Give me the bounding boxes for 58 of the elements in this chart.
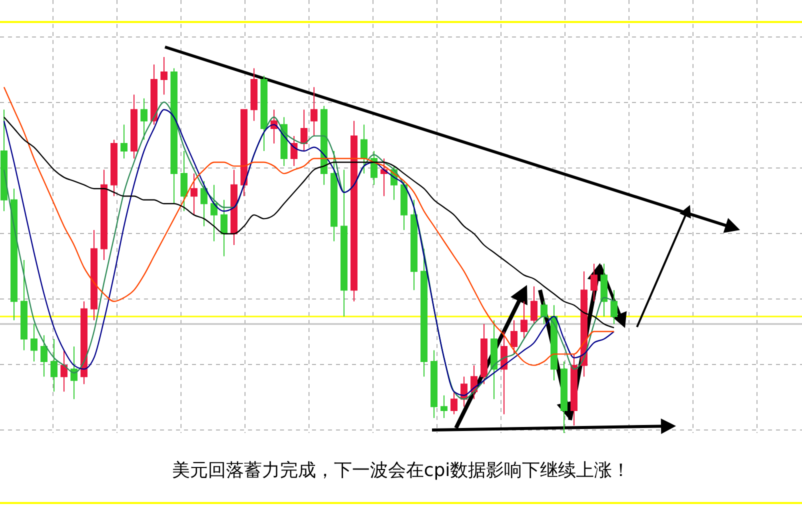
candlestick xyxy=(150,64,158,126)
candlestick xyxy=(340,169,348,317)
candlestick xyxy=(30,323,38,362)
candlestick xyxy=(430,350,438,418)
candlestick xyxy=(580,270,588,378)
candlestick xyxy=(310,86,318,136)
candlestick xyxy=(420,248,428,378)
candlestick xyxy=(230,169,238,246)
candlestick xyxy=(190,173,198,216)
candlestick xyxy=(210,184,218,242)
candlestick xyxy=(60,350,68,392)
candlestick xyxy=(290,135,298,167)
candlestick xyxy=(250,68,258,122)
candlestick xyxy=(140,98,148,140)
candlestick xyxy=(80,300,88,385)
candlestick xyxy=(200,180,208,227)
candlestick xyxy=(380,158,388,197)
candlestick xyxy=(180,150,188,212)
candlestick xyxy=(300,109,308,152)
candlestick xyxy=(70,346,78,400)
candlestick xyxy=(400,180,408,230)
candlestick xyxy=(590,263,598,302)
candlestick xyxy=(240,109,248,197)
candlestick xyxy=(560,361,568,434)
candlestick xyxy=(40,334,48,378)
candlestick xyxy=(490,320,498,400)
candlestick xyxy=(370,150,378,186)
candlestick xyxy=(440,394,448,418)
candlestick xyxy=(130,94,138,160)
candlestick xyxy=(330,150,338,242)
candlestick xyxy=(450,391,458,415)
candlestick xyxy=(610,290,618,324)
candlestick xyxy=(320,105,328,186)
candlestick xyxy=(90,229,98,321)
candlestick xyxy=(0,109,8,212)
candlestick xyxy=(360,124,368,174)
candlestick xyxy=(510,320,518,355)
candlestick xyxy=(20,260,28,351)
candlestick xyxy=(570,354,578,426)
candlestick xyxy=(520,300,528,340)
candlestick xyxy=(550,304,558,381)
candlestick xyxy=(410,199,418,291)
candlestick xyxy=(500,330,508,415)
candlestick xyxy=(260,75,268,152)
candlestick xyxy=(100,169,108,261)
candlestick xyxy=(530,286,538,324)
candlestick xyxy=(220,199,228,257)
candlestick xyxy=(350,120,358,302)
candlestick xyxy=(120,124,128,160)
candlestick xyxy=(10,188,18,321)
candlestick xyxy=(170,68,178,204)
candlestick xyxy=(600,263,608,317)
text: 美元回落蓄力完成，下一波会在cpi数据影响下继续上涨！ xyxy=(172,460,630,481)
candlestick xyxy=(110,139,118,197)
candlestick xyxy=(540,300,548,324)
candlestick xyxy=(50,338,58,392)
candlestick xyxy=(480,323,488,385)
candlestick xyxy=(160,56,168,96)
